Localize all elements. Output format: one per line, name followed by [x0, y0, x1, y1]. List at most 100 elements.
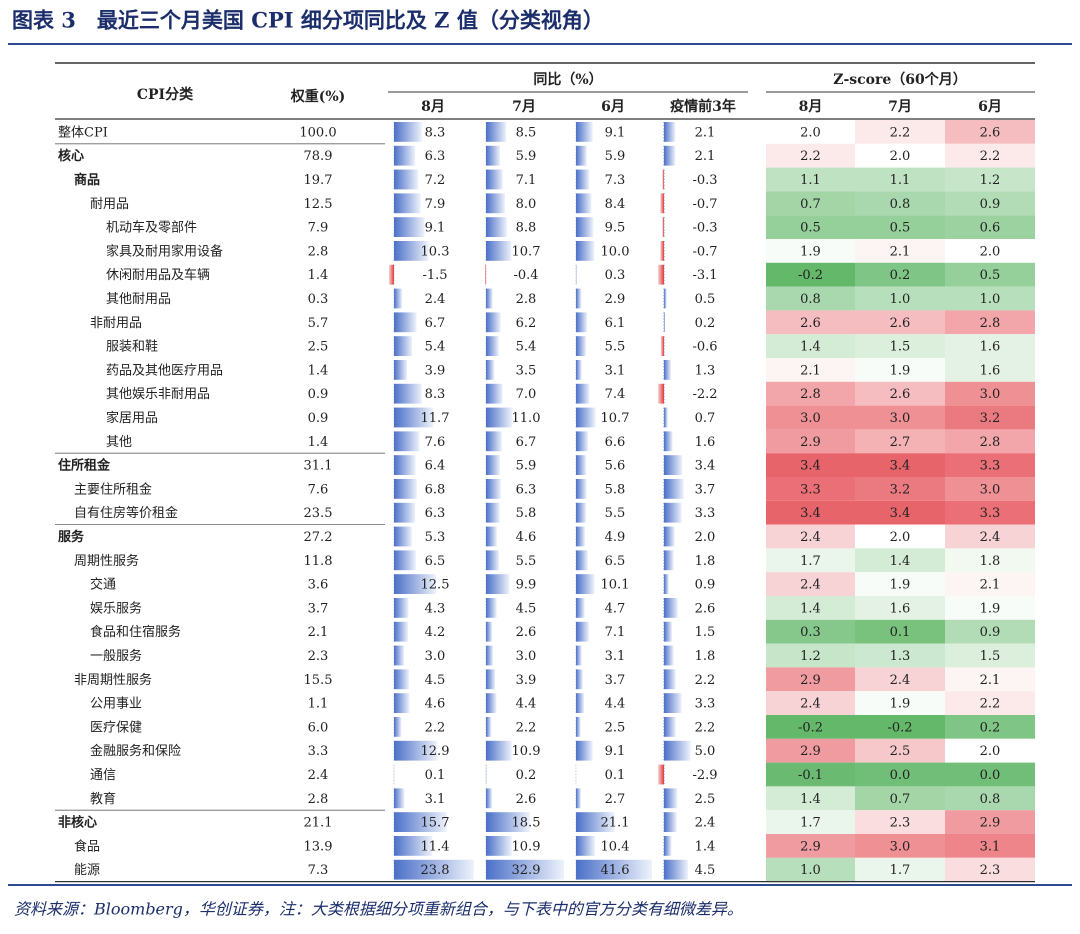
heat-cell [855, 810, 945, 834]
data-bar [394, 169, 419, 190]
weight: 23.5 [304, 506, 333, 521]
row-label: 家具及耐用家用设备 [106, 243, 223, 259]
yoy-value: 6.4 [425, 459, 446, 474]
yoy-value: 8.5 [516, 125, 537, 140]
heat-cell [945, 619, 1035, 644]
z-value: 3.3 [980, 506, 1001, 521]
row-label: 能源 [74, 863, 100, 878]
z-value: 3.0 [890, 411, 911, 426]
z-value: 2.0 [800, 125, 821, 140]
yoy-value: 5.9 [516, 459, 537, 474]
heat-cell [945, 786, 1035, 811]
heat-cell [945, 643, 1035, 668]
row-label: 服务 [58, 529, 85, 545]
z-value: 3.3 [980, 459, 1001, 474]
heat-cell [945, 381, 1035, 406]
heat-cell [945, 834, 1035, 858]
row-label: 其他耐用品 [106, 292, 171, 307]
data-bar [394, 836, 433, 856]
z-value: 1.5 [890, 340, 911, 355]
weight: 0.9 [308, 387, 329, 402]
yoy-value: 10.7 [601, 411, 630, 426]
z-value: 1.9 [890, 697, 911, 712]
data-bar [486, 360, 495, 380]
data-bar [664, 407, 668, 428]
z-value: 0.5 [980, 268, 1001, 283]
yoy-value: 3.3 [695, 506, 716, 521]
heat-cell [945, 191, 1035, 216]
z-value: 0.6 [980, 221, 1001, 236]
z-value: 2.5 [890, 744, 911, 759]
yoy-value: 2.9 [605, 292, 626, 307]
heat-cell [945, 453, 1035, 477]
heat-cell [945, 334, 1035, 358]
data-bar [486, 479, 501, 499]
yoy-value: 3.9 [425, 363, 446, 378]
z-value: 2.8 [800, 387, 821, 402]
z-value: 2.9 [800, 673, 821, 688]
z-value: 3.4 [890, 459, 911, 474]
heat-cell [766, 429, 855, 454]
yoy-value: 6.7 [425, 316, 446, 331]
data-bar [576, 312, 588, 333]
row-label: 家居用品 [106, 410, 158, 426]
row-label: 主要住所租金 [74, 481, 152, 497]
yoy-value: 6.2 [516, 316, 537, 331]
z-value: 1.7 [800, 816, 821, 831]
data-bar [486, 621, 493, 642]
data-bar [662, 169, 664, 190]
z-value: 2.4 [980, 530, 1001, 545]
weight: 3.6 [308, 578, 329, 593]
data-bar [576, 336, 587, 356]
data-bar [486, 193, 505, 214]
z-value: 2.1 [800, 363, 821, 378]
yoy-value: 4.4 [516, 697, 537, 712]
data-bar [576, 717, 581, 737]
weight: 100.0 [299, 125, 336, 140]
yoy-value: -0.7 [692, 197, 717, 212]
heat-cell [945, 120, 1035, 144]
data-bar [664, 288, 667, 309]
data-bar [664, 693, 682, 713]
yoy-value: 2.2 [695, 673, 716, 688]
data-bar [486, 383, 503, 404]
data-bar [394, 288, 403, 309]
z-value: 1.4 [800, 340, 821, 355]
data-bar [664, 360, 671, 380]
yoy-value: 10.4 [601, 839, 630, 854]
weight: 15.5 [304, 673, 333, 688]
heat-cell [766, 477, 855, 501]
data-bar [388, 264, 394, 285]
z-value: 2.9 [800, 839, 821, 854]
data-bar [486, 693, 497, 713]
z-value: 0.5 [890, 221, 911, 236]
z-value: 1.6 [890, 601, 911, 616]
heat-cell [766, 405, 855, 430]
weight: 0.9 [308, 411, 329, 426]
z-value: 3.1 [980, 839, 1001, 854]
row-label: 医疗保健 [90, 720, 142, 735]
yoy-value: 4.9 [605, 530, 626, 545]
z-value: 1.5 [980, 649, 1001, 664]
weight: 0.3 [308, 292, 329, 307]
yoy-value: 11.4 [421, 839, 450, 854]
row-label: 公用事业 [90, 697, 142, 712]
z-value: -0.1 [798, 768, 823, 783]
z-value: 1.7 [890, 863, 911, 878]
yoy-value: 5.9 [605, 149, 626, 164]
sub-header: 8月 [421, 99, 445, 115]
yoy-value: 2.7 [605, 792, 626, 807]
data-bar [486, 217, 507, 237]
row-label: 服装和鞋 [106, 339, 158, 355]
heat-cell [855, 262, 945, 287]
yoy-value: 4.7 [605, 601, 626, 616]
yoy-value: 2.4 [695, 816, 716, 831]
z-value: 1.8 [980, 554, 1001, 569]
heat-cell [766, 572, 855, 596]
row-label: 其他娱乐非耐用品 [106, 387, 210, 402]
heat-cell [766, 667, 855, 692]
data-bar [576, 645, 582, 666]
z-value: 1.3 [890, 649, 911, 664]
data-bar [576, 360, 582, 380]
